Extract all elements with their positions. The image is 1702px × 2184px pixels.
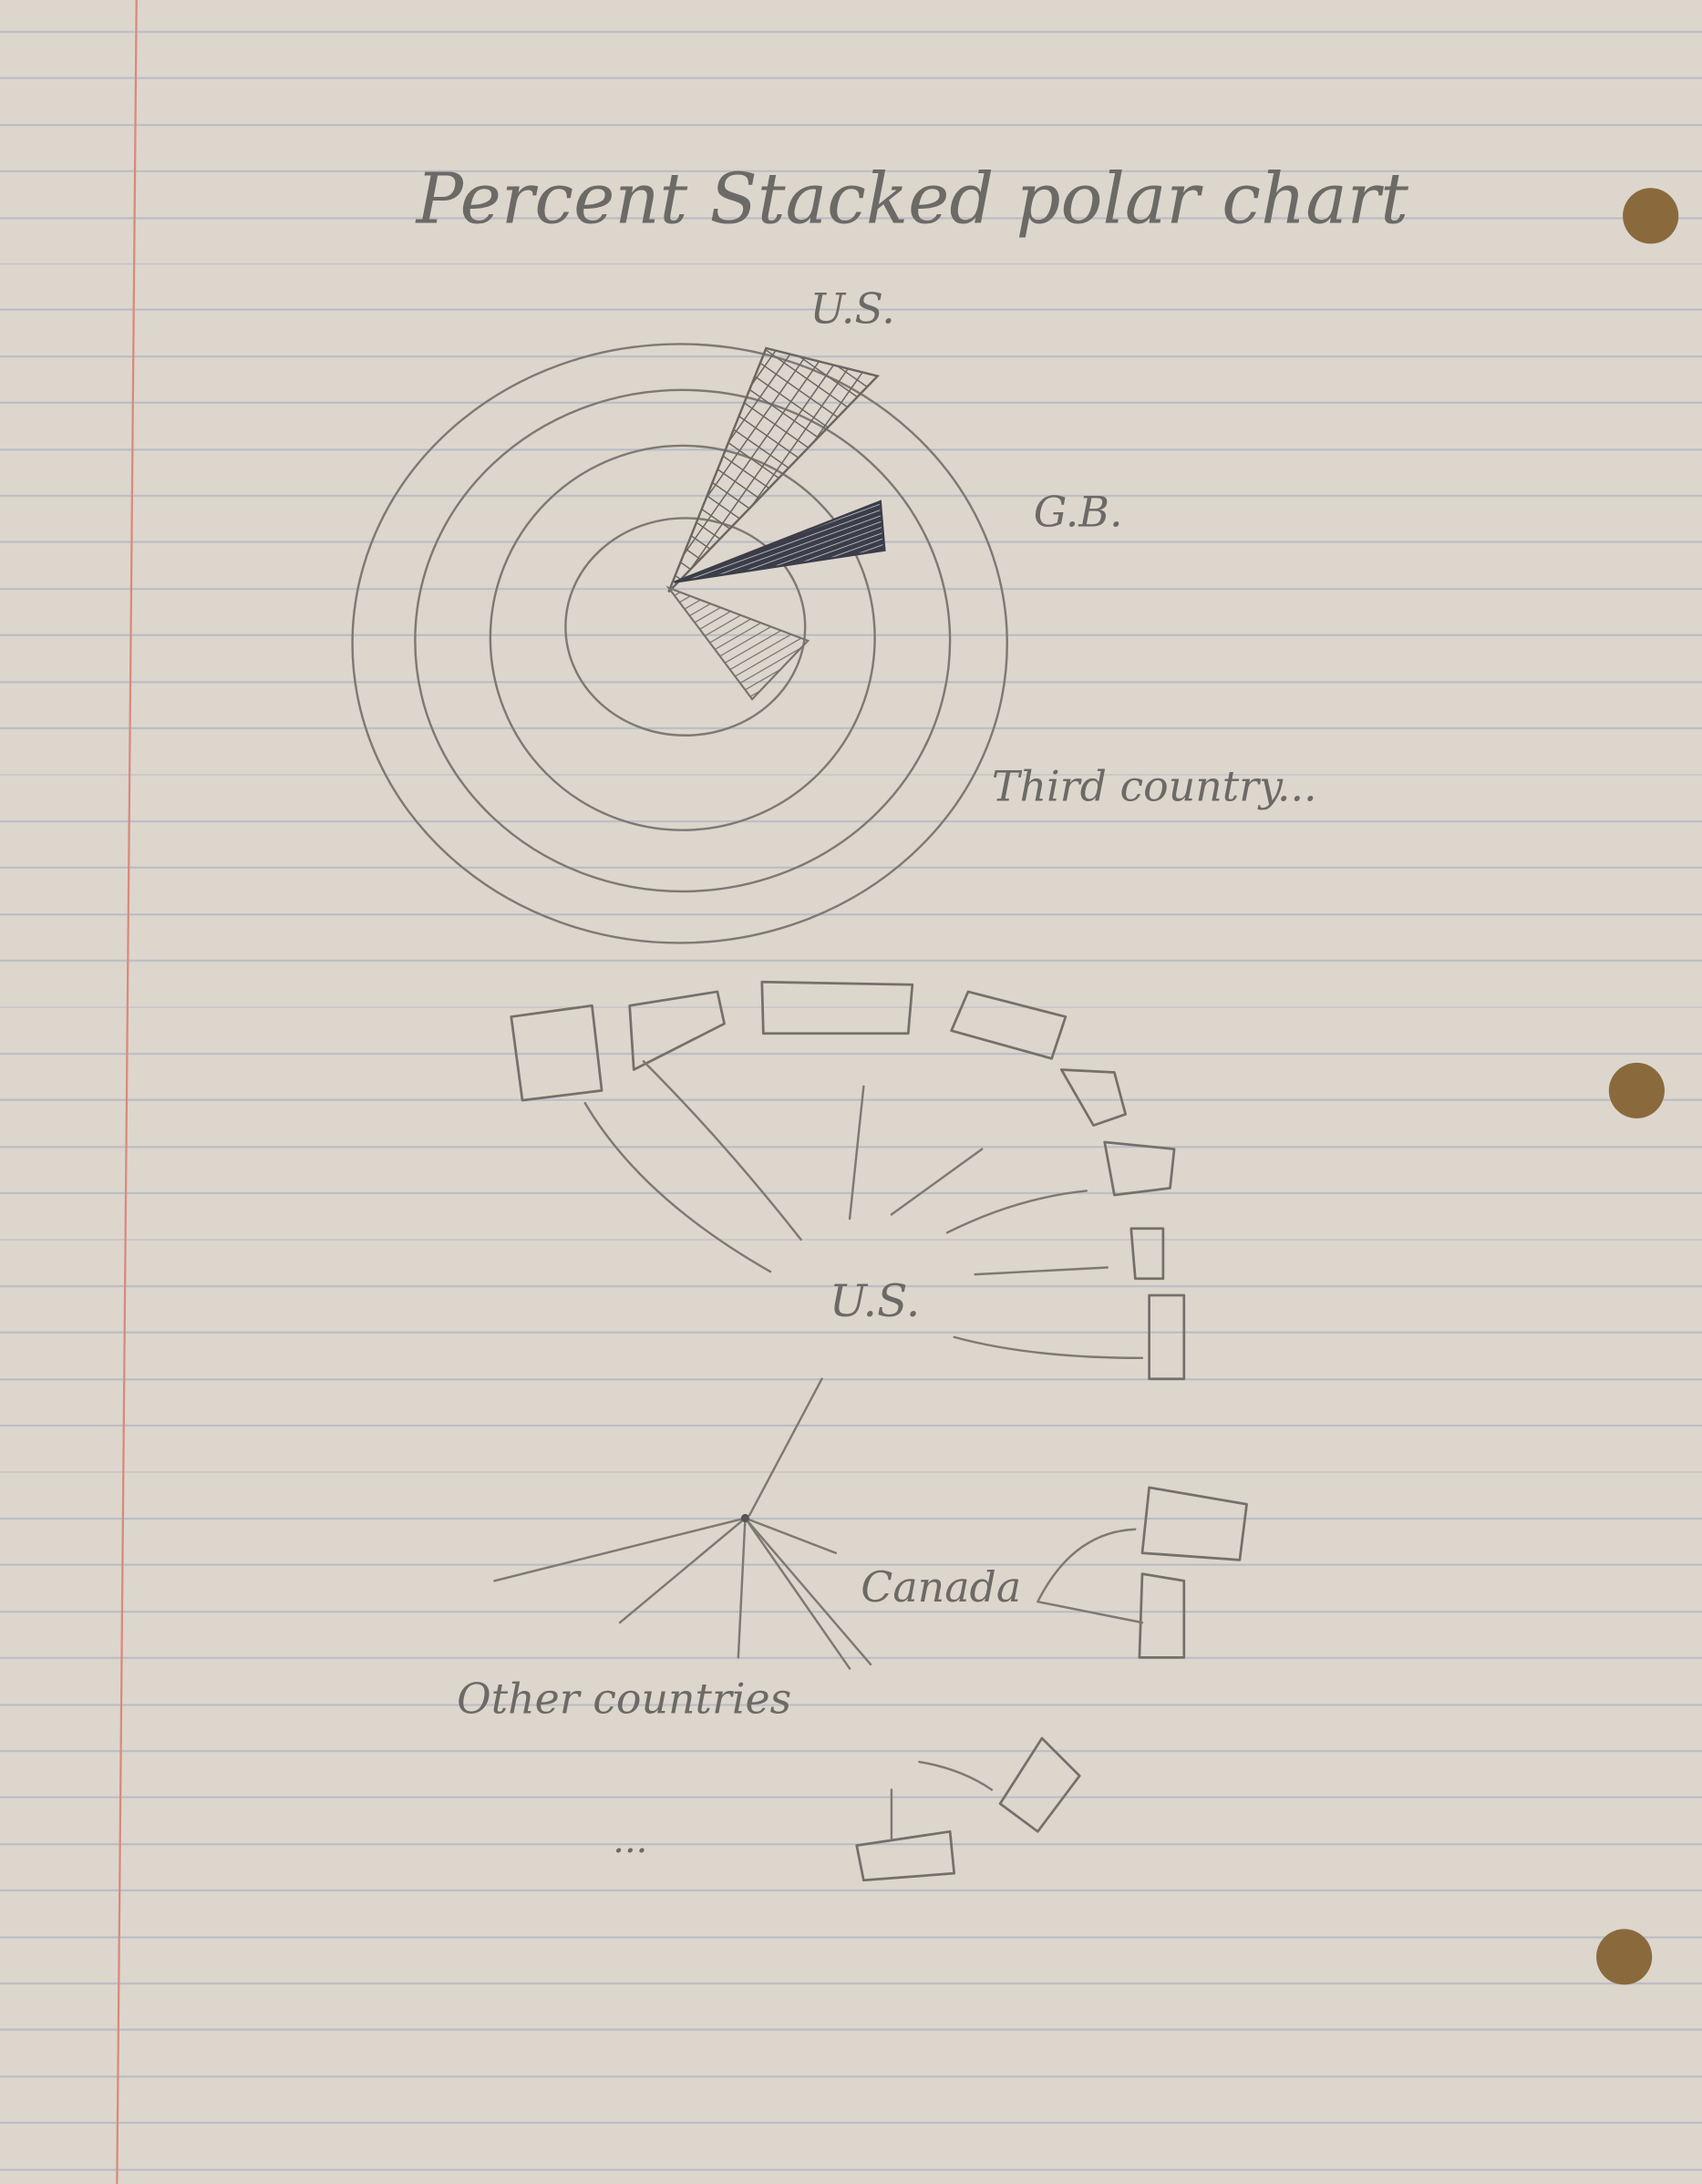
polar-label: G.B. bbox=[1034, 488, 1123, 537]
box bbox=[628, 990, 726, 1071]
ring bbox=[564, 517, 807, 737]
box bbox=[998, 1736, 1081, 1833]
box bbox=[1130, 1227, 1165, 1281]
punch-hole bbox=[1623, 188, 1679, 244]
connector bbox=[848, 1085, 865, 1221]
box bbox=[1059, 1068, 1127, 1127]
hub bbox=[740, 1513, 750, 1523]
connector-group bbox=[493, 1060, 1144, 1840]
polar-label: Third country... bbox=[992, 762, 1317, 811]
title: Percent Stacked polar chart bbox=[415, 159, 1409, 240]
ring bbox=[414, 388, 952, 893]
punch-hole bbox=[1608, 1062, 1665, 1118]
drawing: Percent Stacked polar chart U.S. G.B. Th… bbox=[116, 0, 1679, 2184]
network-label: ... bbox=[613, 1819, 647, 1861]
polar-label: U.S. bbox=[810, 283, 894, 333]
box bbox=[950, 990, 1068, 1060]
punch-hole bbox=[1596, 1929, 1653, 1985]
connector bbox=[890, 1760, 994, 1840]
box bbox=[855, 1829, 956, 1882]
network-center: U.S. bbox=[830, 1275, 921, 1327]
ring bbox=[489, 444, 876, 831]
margin-line bbox=[116, 0, 138, 2184]
ring bbox=[351, 343, 1008, 944]
wedge-gb bbox=[674, 500, 886, 583]
network-label: Canada bbox=[861, 1562, 1021, 1612]
box bbox=[510, 1004, 603, 1102]
box bbox=[1103, 1140, 1176, 1197]
connector bbox=[642, 1060, 802, 1241]
box bbox=[1138, 1572, 1186, 1659]
box-group bbox=[510, 980, 1248, 1882]
wedge-us bbox=[667, 346, 880, 593]
connector bbox=[945, 1190, 1088, 1234]
connector bbox=[583, 1101, 772, 1273]
box bbox=[760, 980, 914, 1035]
connector bbox=[953, 1335, 1144, 1360]
network-label: Other countries bbox=[457, 1674, 791, 1723]
box bbox=[1148, 1293, 1186, 1381]
connector bbox=[1037, 1528, 1144, 1624]
connector bbox=[493, 1517, 872, 1670]
box bbox=[1140, 1486, 1248, 1561]
connector bbox=[890, 1148, 984, 1216]
wedge-third bbox=[665, 585, 810, 701]
connector bbox=[748, 1377, 823, 1517]
connector bbox=[974, 1266, 1109, 1276]
